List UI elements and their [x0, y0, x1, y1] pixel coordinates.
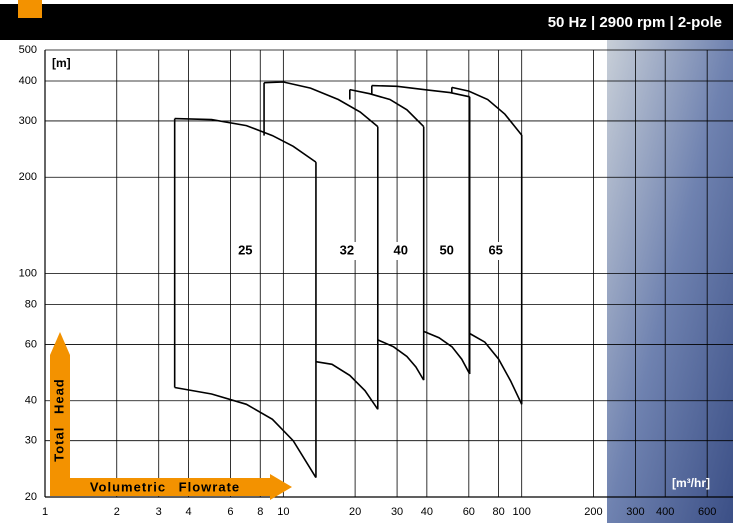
region-bottom-curve: [174, 386, 317, 479]
header-bar: [0, 4, 733, 40]
x-tick-label: 80: [492, 506, 504, 518]
y-tick-label: 300: [19, 115, 37, 127]
y-tick-label: 60: [25, 338, 37, 350]
y-tick-label: 40: [25, 395, 37, 407]
x-tick-label: 2: [114, 506, 120, 518]
region-label: 50: [439, 242, 453, 257]
y-axis-label: Total Head: [51, 378, 66, 462]
region-label-bg: [336, 242, 357, 260]
x-tick-label: 3: [156, 506, 162, 518]
region-label: 25: [238, 242, 252, 257]
region-bottom-curve: [469, 332, 523, 405]
background-photo: [607, 40, 733, 523]
region-label: 32: [340, 242, 354, 257]
y-arrow: [50, 332, 70, 480]
x-tick-label: 200: [584, 506, 602, 518]
x-tick-label: 400: [656, 506, 674, 518]
region-bottom-curve: [423, 330, 471, 375]
x-tick-label: 6: [227, 506, 233, 518]
x-tick-label: 4: [185, 506, 191, 518]
x-tick-label: 600: [698, 506, 716, 518]
region-label-bg: [436, 242, 457, 260]
y-unit: [m]: [52, 56, 71, 70]
y-tick-label: 20: [25, 491, 37, 503]
x-axis-label: Volumetric Flowrate: [90, 479, 240, 494]
y-tick-label: 100: [19, 267, 37, 279]
region-top-curve: [349, 88, 425, 128]
region-label-bg: [485, 242, 506, 260]
region-top-curve: [371, 84, 470, 98]
x-tick-label: 300: [626, 506, 644, 518]
region-label: 40: [394, 242, 408, 257]
region-label: 65: [488, 242, 502, 257]
x-tick-label: 10: [277, 506, 289, 518]
x-tick-label: 60: [463, 506, 475, 518]
x-tick-label: 40: [421, 506, 433, 518]
y-tick-label: 400: [19, 75, 37, 87]
x-unit: [m³/hr]: [672, 476, 710, 490]
region-top-curve: [174, 117, 317, 163]
x-tick-label: 100: [513, 506, 531, 518]
x-tick-label: 30: [391, 506, 403, 518]
x-tick-label: 8: [257, 506, 263, 518]
x-arrow: [50, 474, 292, 500]
region-top-curve: [451, 86, 523, 136]
y-tick-label: 80: [25, 298, 37, 310]
region-bottom-curve: [315, 360, 379, 410]
y-tick-label: 200: [19, 171, 37, 183]
y-tick-label: 500: [19, 44, 37, 56]
region-label-bg: [235, 242, 256, 260]
region-bottom-curve: [377, 339, 425, 381]
header-accent: [18, 0, 42, 18]
header-title: 50 Hz | 2900 rpm | 2-pole: [548, 14, 722, 31]
region-label-bg: [390, 242, 411, 260]
y-tick-label: 30: [25, 435, 37, 447]
plot: 20 30 40 60 80 100 200 300 400 500 1 2 3 4 6 8 10 20 30 40 6…: [19, 44, 733, 518]
region-top-curve: [264, 81, 379, 128]
x-tick-label: 20: [349, 506, 361, 518]
x-tick-label: 1: [42, 506, 48, 518]
